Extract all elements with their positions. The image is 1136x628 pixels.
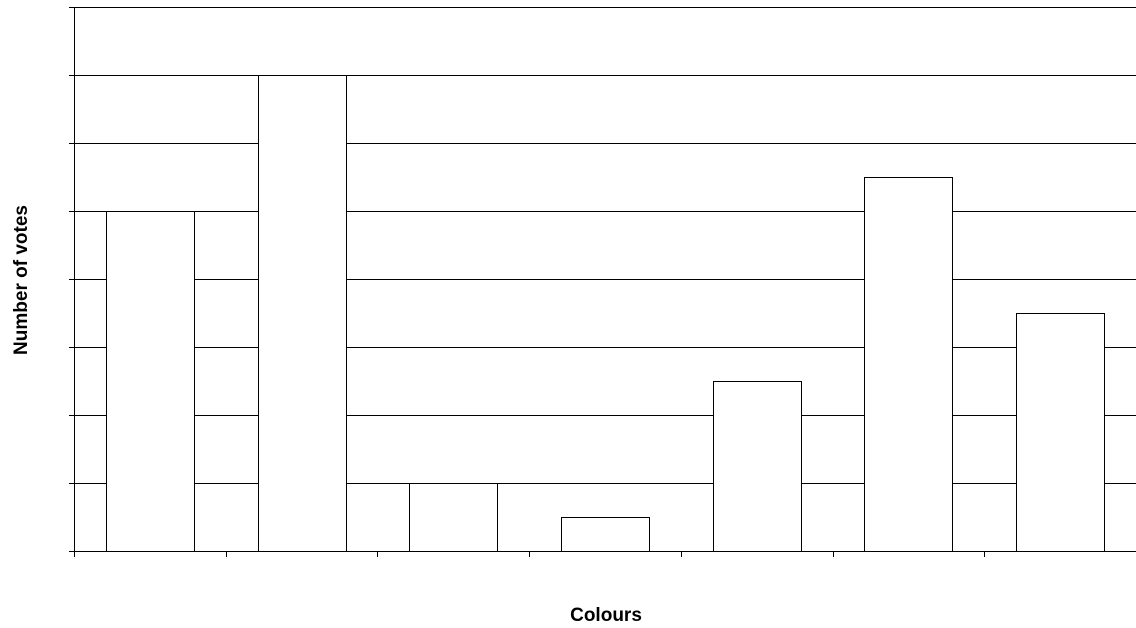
bar (713, 381, 802, 552)
axes (69, 7, 1136, 557)
bar (409, 483, 498, 552)
bar (1016, 313, 1105, 552)
bar (561, 517, 650, 552)
x-axis-title: Colours (570, 605, 642, 626)
bars (106, 75, 1105, 552)
bar (106, 211, 195, 552)
y-axis-title: Number of votes (11, 205, 32, 355)
bar (864, 177, 953, 552)
gridlines (74, 7, 1136, 484)
bar (258, 75, 347, 552)
